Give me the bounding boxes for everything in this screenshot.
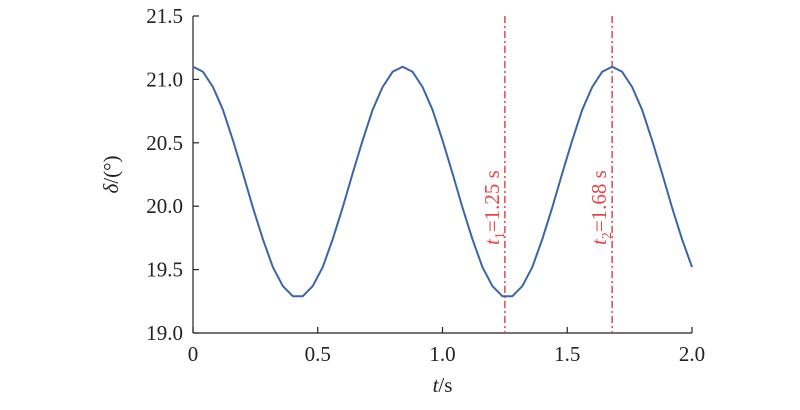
y-tick-label: 19.0 xyxy=(146,321,183,345)
y-tick-label: 20.5 xyxy=(146,131,183,155)
y-axis-label: δ/(°) xyxy=(99,156,123,194)
marker-label: t1=1.25 s xyxy=(480,170,508,245)
marker-var: t xyxy=(587,238,611,245)
x-axis-label: t/s xyxy=(433,373,453,397)
y-tick-label: 21.0 xyxy=(146,67,183,91)
x-tick-label: 1.0 xyxy=(429,342,455,366)
marker-sub: 2 xyxy=(600,232,615,239)
x-tick-label: 1.5 xyxy=(554,342,580,366)
data-line xyxy=(192,65,693,298)
x-label-unit: /s xyxy=(438,373,452,397)
y-label-var: δ xyxy=(99,182,123,193)
marker-text: =1.68 s xyxy=(587,170,611,232)
y-tick-label: 20.0 xyxy=(146,194,183,218)
x-tick-label: 0 xyxy=(188,342,199,366)
marker-sub: 1 xyxy=(493,232,508,239)
marker-var: t xyxy=(480,238,504,245)
x-tick-label: 0.5 xyxy=(305,342,331,366)
marker-text: =1.25 s xyxy=(480,170,504,232)
y-label-unit: /(°) xyxy=(99,156,123,184)
y-tick-label: 19.5 xyxy=(146,258,183,282)
y-tick-label: 21.5 xyxy=(146,4,183,28)
x-tick-label: 2.0 xyxy=(679,342,705,366)
x-label-var: t xyxy=(433,373,440,397)
marker-label: t2=1.68 s xyxy=(587,170,615,245)
